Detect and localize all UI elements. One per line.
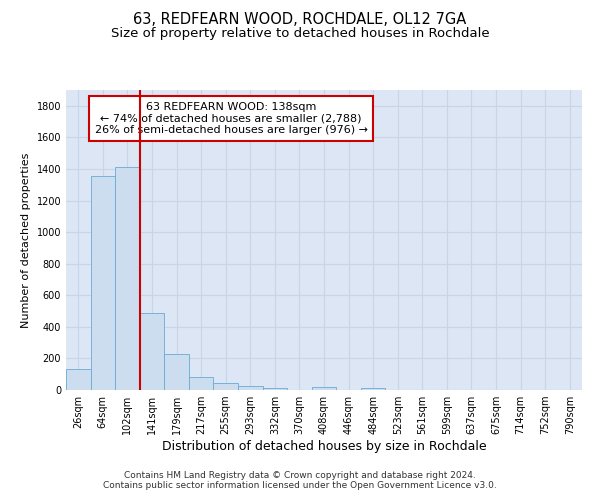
Bar (361, 388, 385, 390)
Text: Size of property relative to detached houses in Rochdale: Size of property relative to detached ho… (110, 28, 490, 40)
Bar (312, 387, 336, 390)
Text: 63 REDFEARN WOOD: 138sqm
← 74% of detached houses are smaller (2,788)
26% of sem: 63 REDFEARN WOOD: 138sqm ← 74% of detach… (95, 102, 368, 135)
Bar (91, 176, 115, 390)
Bar (115, 168, 140, 390)
Bar (263, 388, 287, 390)
Text: Contains HM Land Registry data © Crown copyright and database right 2024.
Contai: Contains HM Land Registry data © Crown c… (103, 470, 497, 490)
Bar (140, 312, 164, 390)
Y-axis label: Number of detached properties: Number of detached properties (21, 152, 31, 328)
X-axis label: Distribution of detached houses by size in Rochdale: Distribution of detached houses by size … (161, 440, 487, 453)
Bar (164, 354, 189, 390)
Bar (66, 368, 91, 390)
Bar (238, 386, 263, 390)
Bar (189, 378, 214, 390)
Text: 63, REDFEARN WOOD, ROCHDALE, OL12 7GA: 63, REDFEARN WOOD, ROCHDALE, OL12 7GA (133, 12, 467, 28)
Bar (214, 382, 238, 390)
